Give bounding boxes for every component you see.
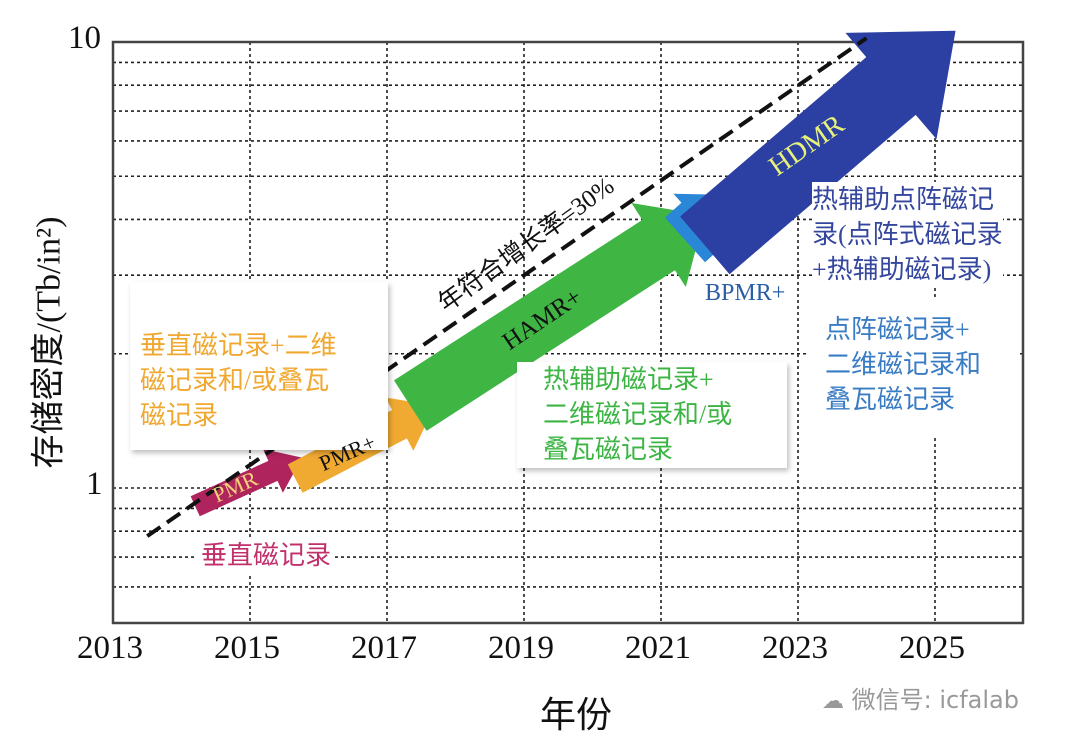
annotation-box-bpmr: [808, 300, 1020, 435]
x-tick-label: 2023: [762, 630, 828, 666]
x-tick-label: 2017: [351, 630, 417, 666]
x-tick-label: 2021: [625, 630, 691, 666]
wechat-icon: ☁: [822, 689, 844, 714]
annotation-hamr: 热辅助磁记录+ 二维磁记录和/或 叠瓦磁记录: [543, 362, 732, 467]
trend-line: [146, 36, 868, 538]
watermark: ☁ 微信号: icfalab: [822, 680, 1019, 715]
annotation-hdmr: 热辅助点阵磁记 录(点阵式磁记录 +热辅助磁记录): [812, 182, 1003, 287]
annotation-line: +热辅助磁记录): [812, 255, 992, 284]
annotation-line: 二维磁记录和: [825, 350, 982, 379]
x-tick-label: 2013: [77, 630, 143, 666]
x-tick-label: 2025: [899, 630, 965, 666]
arrow-pmr: [190, 449, 303, 517]
y-axis-label: 存储密度/(Tb/in²): [30, 216, 68, 469]
arrow-hamr-plus: [394, 203, 705, 431]
plot-frame: [111, 40, 1025, 625]
annotation-line: 磁记录和/或叠瓦: [140, 366, 330, 395]
annotation-line: 叠瓦磁记录: [825, 385, 956, 414]
y-tick-label: 1: [86, 466, 103, 502]
x-tick-label: 2015: [214, 630, 280, 666]
arrow-hdmr: [680, 30, 956, 275]
y-tick-label: 10: [68, 20, 101, 56]
annotation-line: 磁记录: [140, 401, 219, 430]
annotation-line: 叠瓦磁记录: [543, 435, 674, 464]
annotation-line: 二维磁记录和/或: [543, 400, 733, 429]
watermark-text: 微信号: icfalab: [851, 686, 1019, 714]
annotation-line: 垂直磁记录+二维: [140, 331, 337, 360]
annotation-line: 垂直磁记录: [201, 541, 332, 570]
annotation-box-hamr: [517, 362, 787, 468]
annotation-line: 热辅助磁记录+: [543, 365, 714, 394]
arrow-label-bpmr-plus: BPMR+: [705, 280, 786, 306]
annotation-line: 点阵磁记录+: [825, 315, 970, 344]
annotation-pmr: 垂直磁记录: [197, 538, 336, 573]
annotation-box-pmr-plus: [130, 282, 388, 450]
arrows: [190, 30, 956, 517]
x-tick-label: 2019: [488, 630, 554, 666]
annotation-line: 热辅助点阵磁记: [812, 185, 995, 214]
x-axis-label: 年份: [540, 695, 613, 735]
annotation-pmr-plus: 垂直磁记录+二维 磁记录和/或叠瓦 磁记录: [140, 328, 337, 433]
annotation-line: 录(点阵式磁记录: [812, 220, 1003, 249]
annotation-bpmr: 点阵磁记录+ 二维磁记录和 叠瓦磁记录: [825, 312, 981, 417]
